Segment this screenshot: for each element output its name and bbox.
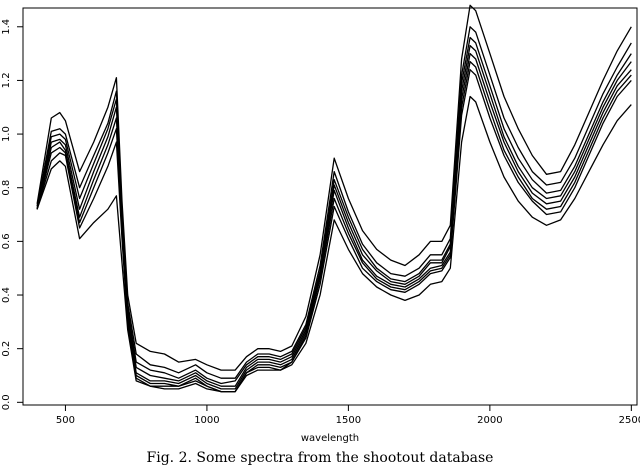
plot-frame xyxy=(22,7,638,406)
spectrum-line-2 xyxy=(36,26,632,379)
spectrum-line-6 xyxy=(36,60,632,393)
x-axis-title: wavelength xyxy=(301,433,359,444)
x-tick-label: 1000 xyxy=(194,415,219,426)
x-tick-label: 2000 xyxy=(477,415,502,426)
y-tick-label: 0.8 xyxy=(1,180,12,196)
series-layer xyxy=(36,4,632,393)
spectrum-line-7 xyxy=(36,69,632,393)
y-tick-label: 1.4 xyxy=(1,19,12,35)
y-tick-label: 0.4 xyxy=(1,287,12,303)
y-tick-label: 0.6 xyxy=(1,233,12,249)
x-tick-label: 500 xyxy=(56,415,75,426)
figure-caption: Fig. 2. Some spectra from the shootout d… xyxy=(146,450,494,466)
y-tick-label: 1.2 xyxy=(1,72,12,88)
spectrum-line-4 xyxy=(36,44,632,387)
y-tick-label: 1.0 xyxy=(1,126,12,142)
y-tick-label: 0.2 xyxy=(1,341,12,357)
x-tick-label: 1500 xyxy=(336,415,361,426)
y-tick-label: 0.0 xyxy=(1,394,12,410)
spectrum-line-8 xyxy=(36,95,632,393)
y-axis: 0.0 0.2 0.4 0.6 0.8 1.0 1.2 1.4 xyxy=(1,19,23,410)
